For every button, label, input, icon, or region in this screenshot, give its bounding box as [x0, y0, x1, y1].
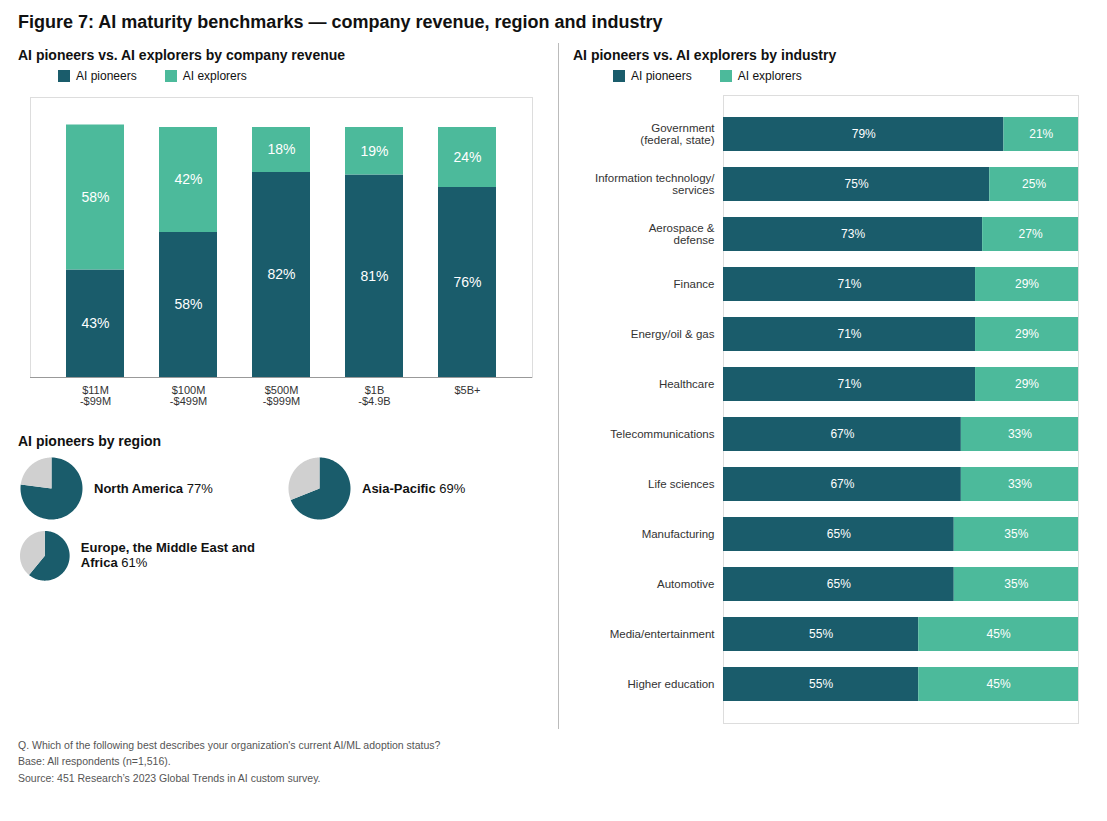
svg-text:33%: 33% — [1008, 477, 1032, 491]
svg-text:29%: 29% — [1015, 327, 1039, 341]
svg-text:Energy/oil & gas: Energy/oil & gas — [631, 328, 715, 340]
svg-text:$500M-$999M: $500M-$999M — [263, 384, 300, 407]
html-text:Base: All respondents (n=1,516: Base: All respondents (n=1,516). — [18, 755, 171, 768]
svg-text:81%: 81% — [360, 268, 388, 284]
svg-text:24%: 24% — [453, 149, 481, 165]
html-text:AI pioneers vs. AI explorers b: AI pioneers vs. AI explorers by industry — [573, 47, 837, 63]
html-text:AI explorers: AI explorers — [182, 69, 247, 83]
svg-text:55%: 55% — [809, 627, 833, 641]
svg-text:33%: 33% — [1008, 427, 1032, 441]
svg-text:58%: 58% — [81, 189, 109, 205]
svg-text:25%: 25% — [1022, 177, 1046, 191]
svg-text:71%: 71% — [838, 327, 862, 341]
svg-text:75%: 75% — [845, 177, 869, 191]
svg-text:42%: 42% — [174, 171, 202, 187]
html-text:Asia-Pacific 69%: Asia-Pacific 69% — [362, 480, 466, 496]
svg-text:79%: 79% — [852, 127, 876, 141]
html-text:AI pioneers vs. AI explorers b: AI pioneers vs. AI explorers by company … — [18, 47, 346, 63]
svg-text:21%: 21% — [1029, 127, 1053, 141]
svg-text:55%: 55% — [809, 677, 833, 691]
svg-text:65%: 65% — [827, 577, 851, 591]
svg-text:58%: 58% — [174, 296, 202, 312]
svg-text:Healthcare: Healthcare — [659, 378, 715, 390]
svg-text:Telecommunications: Telecommunications — [610, 428, 714, 440]
html-text:Q. Which of the following best: Q. Which of the following best describes… — [18, 739, 441, 751]
svg-text:67%: 67% — [830, 477, 854, 491]
svg-text:Automotive: Automotive — [657, 578, 715, 590]
svg-text:$5B+: $5B+ — [455, 384, 481, 396]
svg-text:71%: 71% — [838, 277, 862, 291]
svg-text:Government(federal, state): Government(federal, state) — [640, 122, 715, 145]
html-text:AI explorers: AI explorers — [737, 69, 802, 83]
html-text:AI pioneers: AI pioneers — [76, 69, 137, 83]
svg-text:29%: 29% — [1015, 277, 1039, 291]
svg-text:45%: 45% — [987, 627, 1011, 641]
svg-text:Media/entertainment: Media/entertainment — [610, 628, 716, 640]
html-text:Europe, the Middle East and Af: Europe, the Middle East and Africa 61% — [80, 540, 255, 571]
svg-text:71%: 71% — [838, 377, 862, 391]
svg-text:43%: 43% — [81, 315, 109, 331]
svg-text:35%: 35% — [1004, 577, 1028, 591]
svg-text:Aerospace &defense: Aerospace &defense — [649, 222, 715, 246]
html-text:Figure 7: AI maturity benchmar: Figure 7: AI maturity benchmarks — compa… — [18, 12, 663, 32]
svg-text:$100M-$499M: $100M-$499M — [170, 384, 207, 407]
svg-text:Higher education: Higher education — [628, 678, 715, 690]
html-text:AI pioneers: AI pioneers — [631, 69, 692, 83]
svg-text:35%: 35% — [1004, 527, 1028, 541]
svg-text:Information technology/service: Information technology/services — [595, 172, 715, 196]
svg-text:29%: 29% — [1015, 377, 1039, 391]
html-text:Source: 451 Research’s 2023 Gl: Source: 451 Research’s 2023 Global Trend… — [18, 771, 321, 784]
svg-text:76%: 76% — [453, 274, 481, 290]
svg-text:$11M-$99M: $11M-$99M — [80, 384, 111, 407]
svg-text:45%: 45% — [987, 677, 1011, 691]
svg-text:$1B-$4.9B: $1B-$4.9B — [358, 384, 390, 407]
html-text:AI pioneers by region: AI pioneers by region — [18, 433, 162, 449]
svg-text:65%: 65% — [827, 527, 851, 541]
svg-text:19%: 19% — [360, 143, 388, 159]
svg-text:Life sciences: Life sciences — [648, 478, 715, 490]
svg-text:18%: 18% — [267, 141, 295, 157]
svg-text:27%: 27% — [1019, 227, 1043, 241]
svg-text:67%: 67% — [830, 427, 854, 441]
svg-text:82%: 82% — [267, 266, 295, 282]
svg-text:Finance: Finance — [674, 278, 715, 290]
svg-text:Manufacturing: Manufacturing — [642, 528, 715, 540]
html-text:North America 77%: North America 77% — [94, 480, 213, 496]
svg-text:73%: 73% — [841, 227, 865, 241]
